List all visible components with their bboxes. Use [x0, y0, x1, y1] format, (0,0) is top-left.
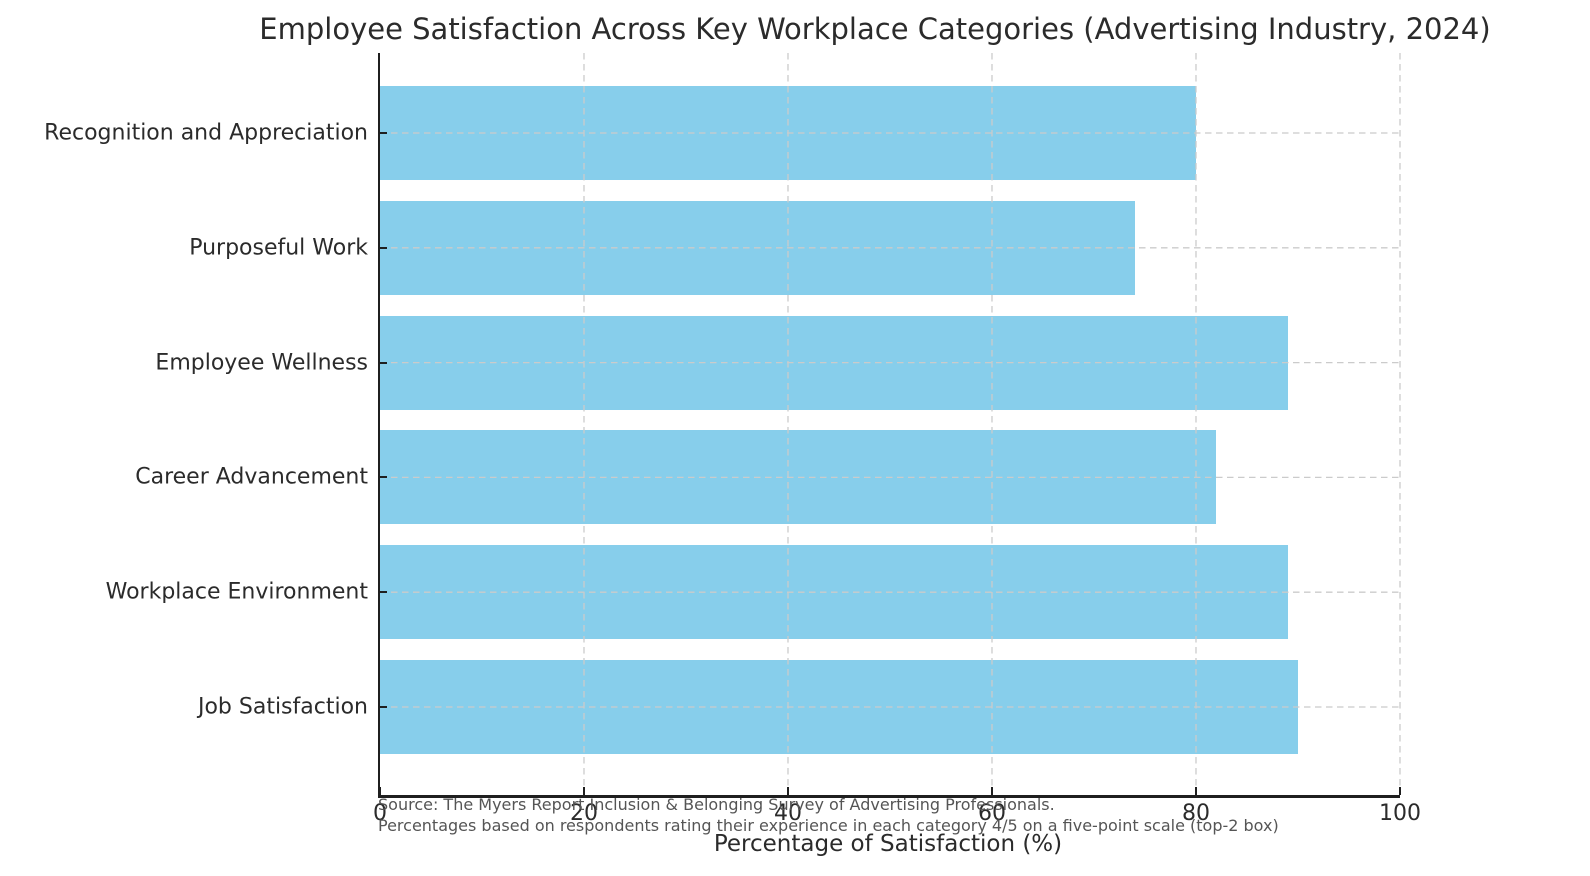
axis-ticks	[379, 53, 1401, 795]
x-tick-label-100: 100	[1379, 801, 1421, 826]
y-tick-label-purposeful-work: Purposeful Work	[189, 235, 368, 261]
plot-area	[377, 53, 1401, 798]
x-tick-label-0: 0	[373, 801, 387, 826]
x-axis-title: Percentage of Satisfaction (%)	[713, 831, 1063, 857]
methodology-note: Percentages based on respondents rating …	[378, 816, 1279, 835]
y-tick-mark	[380, 591, 387, 594]
x-tick-mark	[787, 787, 789, 795]
y-tick-label-career-advancement: Career Advancement	[135, 464, 368, 490]
x-tick-label-20: 20	[570, 801, 598, 826]
y-axis-spine	[377, 53, 380, 798]
x-tick-mark	[1399, 787, 1401, 795]
y-axis-labels: Recognition and Appreciation Purposeful W…	[0, 0, 368, 876]
source-note: Source: The Myers Report Inclusion & Bel…	[378, 795, 1055, 814]
x-tick-mark	[379, 787, 381, 795]
grid-lines	[380, 53, 1401, 795]
x-tick-mark	[991, 787, 993, 795]
y-tick-mark	[380, 476, 387, 479]
y-tick-mark	[380, 361, 387, 364]
x-axis-spine	[377, 795, 1400, 798]
x-tick-mark	[1195, 787, 1197, 795]
y-tick-mark	[380, 706, 387, 708]
y-tick-label-job-satisfaction: Job Satisfaction	[197, 694, 368, 720]
x-tick-mark	[583, 787, 585, 795]
chart-title: Employee Satisfaction Across Key Workpla…	[259, 12, 1491, 46]
y-tick-mark	[380, 246, 387, 249]
y-tick-label-workplace-environment: Workplace Environment	[105, 579, 368, 605]
y-tick-label-employee-wellness: Employee Wellness	[155, 350, 368, 376]
y-tick-label-recognition-and-appreciation: Recognition and Appreciation	[44, 120, 368, 146]
y-tick-mark	[380, 132, 387, 134]
x-tick-label-80: 80	[1182, 801, 1210, 826]
x-tick-label-60: 60	[978, 801, 1006, 826]
x-tick-label-40: 40	[774, 801, 802, 826]
